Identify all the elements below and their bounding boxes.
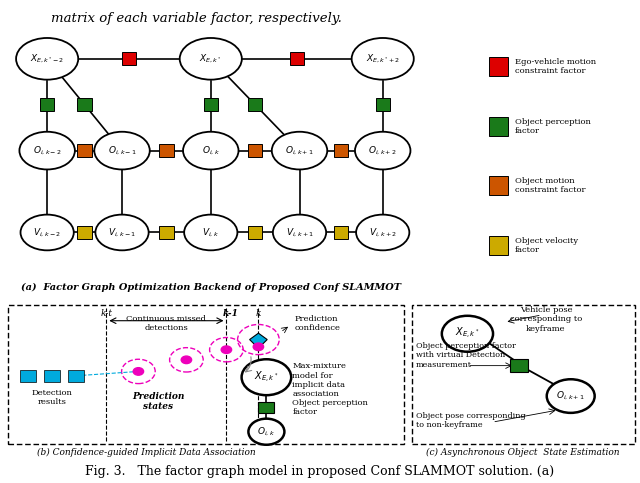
Ellipse shape (180, 38, 242, 80)
Text: Object perception factor
with virtual Detection
measurement: Object perception factor with virtual De… (416, 342, 516, 369)
Text: Object velocity
factor: Object velocity factor (515, 237, 578, 254)
Text: $O_{i,k-2}$: $O_{i,k-2}$ (33, 144, 61, 157)
Ellipse shape (95, 214, 148, 250)
Polygon shape (250, 333, 267, 348)
Text: Vehicle pose
corresponding to
keyframe: Vehicle pose corresponding to keyframe (510, 306, 582, 333)
Text: Object perception
factor: Object perception factor (292, 399, 368, 416)
Text: k-t: k-t (100, 309, 113, 318)
Bar (334, 226, 348, 239)
Ellipse shape (16, 38, 78, 80)
Ellipse shape (351, 38, 414, 80)
Bar (248, 226, 262, 239)
Bar (510, 359, 528, 372)
Text: $O_{i,k-1}$: $O_{i,k-1}$ (108, 144, 136, 157)
Bar (44, 370, 60, 382)
Circle shape (253, 343, 264, 351)
Bar (40, 98, 54, 111)
Bar (77, 226, 92, 239)
Ellipse shape (356, 214, 410, 250)
Text: Prediction
confidence: Prediction confidence (294, 315, 340, 332)
Bar (77, 144, 92, 157)
Text: $V_{i,k-1}$: $V_{i,k-1}$ (108, 227, 136, 239)
Bar (77, 98, 92, 111)
Bar (68, 370, 84, 382)
Ellipse shape (183, 132, 239, 170)
Text: $X_{E,k^*}$: $X_{E,k^*}$ (254, 369, 278, 385)
Text: $O_{i,k}$: $O_{i,k}$ (202, 144, 220, 157)
Circle shape (181, 356, 191, 364)
Text: Object perception
factor: Object perception factor (515, 118, 591, 135)
Text: Object pose corresponding
to non-keyframe: Object pose corresponding to non-keyfram… (416, 412, 525, 429)
Text: Object motion
constraint factor: Object motion constraint factor (515, 177, 585, 195)
Ellipse shape (273, 214, 326, 250)
Bar (334, 144, 348, 157)
Text: k-1: k-1 (223, 309, 238, 318)
Text: (c) Asynchronous Object  State Estimation: (c) Asynchronous Object State Estimation (426, 448, 620, 457)
Text: $O_{i,k}$: $O_{i,k}$ (257, 426, 275, 438)
Bar (376, 98, 390, 111)
Circle shape (248, 419, 284, 445)
Text: $X_{E,k^*\!+2}$: $X_{E,k^*\!+2}$ (365, 53, 400, 65)
Circle shape (442, 316, 493, 352)
Bar (248, 144, 262, 157)
Circle shape (547, 379, 595, 413)
Text: Prediction
states: Prediction states (132, 392, 184, 411)
Bar (489, 57, 508, 76)
Circle shape (133, 368, 143, 375)
Bar (489, 176, 508, 195)
Bar (489, 236, 508, 255)
Text: (a)  Factor Graph Optimization Backend of Proposed Conf SLAMMOT: (a) Factor Graph Optimization Backend of… (20, 283, 401, 292)
Ellipse shape (94, 132, 150, 170)
Bar (204, 98, 218, 111)
Bar (159, 226, 173, 239)
Text: $X_{E,k^*}$: $X_{E,k^*}$ (455, 326, 480, 341)
Text: $O_{i,k+2}$: $O_{i,k+2}$ (368, 144, 397, 157)
Bar (122, 52, 136, 65)
Ellipse shape (184, 214, 237, 250)
Bar (159, 144, 173, 157)
Ellipse shape (355, 132, 410, 170)
Text: Fig. 3.   The factor graph model in proposed Conf SLAMMOT solution. (a): Fig. 3. The factor graph model in propos… (85, 465, 555, 478)
Bar (489, 117, 508, 136)
Text: matrix of each variable factor, respectively.: matrix of each variable factor, respecti… (51, 12, 342, 25)
Text: k: k (255, 309, 261, 318)
Text: $X_{E,k^*\!-2}$: $X_{E,k^*\!-2}$ (30, 53, 64, 65)
Ellipse shape (20, 214, 74, 250)
Text: Ego-vehicle motion
constraint factor: Ego-vehicle motion constraint factor (515, 58, 596, 75)
Bar (289, 52, 304, 65)
Circle shape (241, 359, 291, 395)
Text: $O_{i,k+1}$: $O_{i,k+1}$ (285, 144, 314, 157)
Text: Continuous missed
detections: Continuous missed detections (127, 315, 206, 332)
Circle shape (221, 346, 232, 354)
Text: $X_{E,k^*}$: $X_{E,k^*}$ (200, 53, 222, 65)
Text: Max-mixture
model for
implicit data
association: Max-mixture model for implicit data asso… (292, 362, 346, 398)
Text: $V_{i,k+1}$: $V_{i,k+1}$ (285, 227, 314, 239)
Text: $O_{i,k+1}$: $O_{i,k+1}$ (556, 390, 585, 402)
Text: $V_{i,k}$: $V_{i,k}$ (202, 227, 220, 239)
Text: $V_{i,k-2}$: $V_{i,k-2}$ (33, 227, 61, 239)
Text: $V_{i,k+2}$: $V_{i,k+2}$ (369, 227, 397, 239)
Bar (259, 402, 275, 413)
Text: Detection
results: Detection results (32, 389, 73, 406)
Text: (b) Confidence-guided Implicit Data Association: (b) Confidence-guided Implicit Data Asso… (37, 448, 256, 457)
Ellipse shape (272, 132, 327, 170)
Ellipse shape (19, 132, 75, 170)
Bar (248, 98, 262, 111)
Bar (20, 370, 36, 382)
